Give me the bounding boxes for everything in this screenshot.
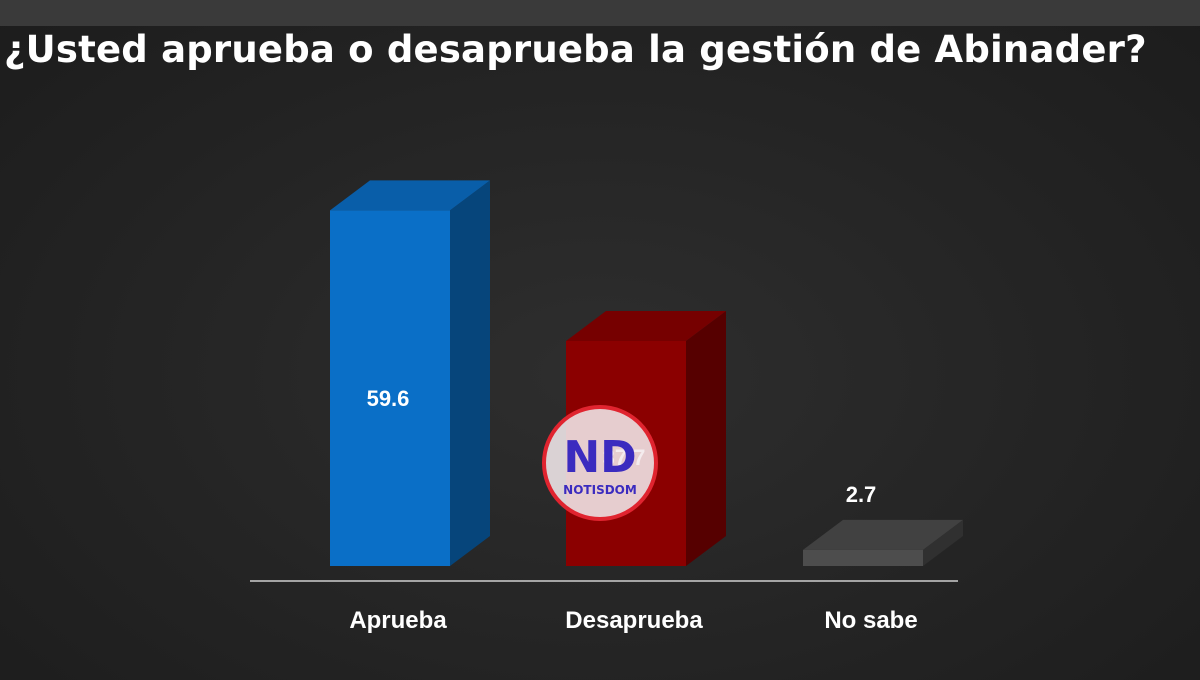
watermark-brand-text: NOTISDOM (563, 483, 637, 497)
bar-no-sabe (803, 519, 963, 566)
bar-aprueba (330, 180, 490, 567)
watermark-logo-text: ND (563, 432, 636, 483)
top-strip (0, 0, 1200, 26)
bar-top-face (566, 311, 726, 342)
notisdom-logo-watermark: ND NOTISDOM (542, 405, 658, 521)
bar-front-face (330, 210, 450, 567)
bar-side-face (923, 519, 963, 566)
bars-layer (330, 180, 963, 567)
bar-side-face (450, 180, 490, 567)
bar-top-face (330, 180, 490, 211)
category-label: No sabe (824, 607, 917, 634)
bar-side-face (686, 311, 726, 566)
data-label: 2.7 (846, 482, 877, 507)
category-label: Desaprueba (565, 607, 703, 634)
bar-front-face (803, 549, 923, 566)
chart-title: ¿Usted aprueba o desaprueba la gestión d… (4, 28, 1147, 71)
data-label: 59.6 (367, 386, 410, 411)
category-label: Aprueba (349, 607, 447, 634)
bar-top-face (803, 519, 963, 550)
